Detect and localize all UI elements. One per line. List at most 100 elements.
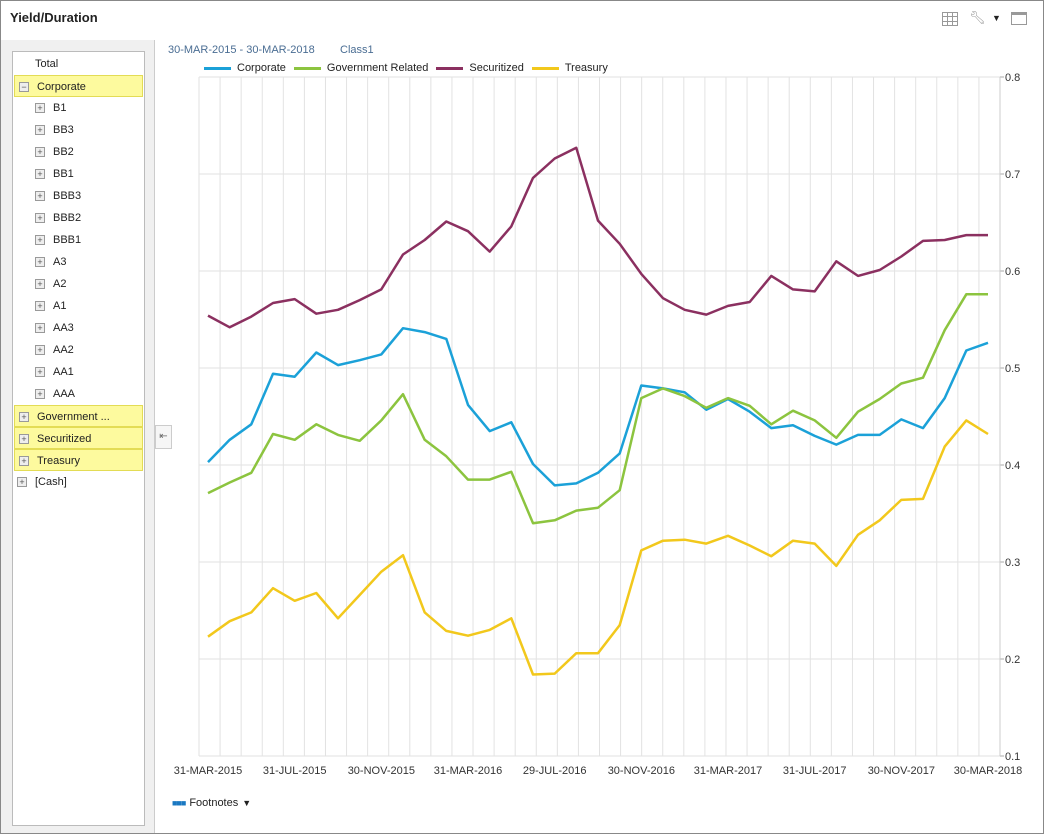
tree-item-aaa[interactable]: + AAA bbox=[13, 383, 144, 405]
legend-swatch bbox=[204, 66, 231, 70]
expand-icon[interactable]: + bbox=[35, 147, 45, 157]
x-tick-label: 30-NOV-2017 bbox=[868, 765, 935, 777]
tree-item-label: BBB2 bbox=[53, 212, 82, 224]
tree-item-label: B1 bbox=[53, 102, 67, 114]
x-tick-label: 31-JUL-2015 bbox=[263, 765, 327, 777]
y-tick-label: 0.5 bbox=[1005, 363, 1020, 375]
expand-icon[interactable]: + bbox=[35, 213, 45, 223]
dots-icon: ■■■ bbox=[172, 798, 186, 808]
expand-icon[interactable]: + bbox=[35, 257, 45, 267]
x-tick-label: 31-MAR-2015 bbox=[174, 765, 242, 777]
tree-item-treasury[interactable]: + Treasury bbox=[14, 449, 143, 471]
tree-item-label: AA1 bbox=[53, 366, 74, 378]
legend-label: Securitized bbox=[469, 62, 524, 74]
tree-item-label: Corporate bbox=[37, 81, 86, 93]
tree-item-total[interactable]: Total bbox=[13, 53, 144, 75]
x-tick-label: 30-NOV-2016 bbox=[608, 765, 675, 777]
x-tick-label: 29-JUL-2016 bbox=[523, 765, 587, 777]
tree-item-label: AA2 bbox=[53, 344, 74, 356]
chart-legend: Corporate Government Related Securitized Tr… bbox=[204, 62, 608, 74]
tree-item-label: A2 bbox=[53, 278, 67, 290]
tree-item-label: A1 bbox=[53, 300, 67, 312]
tree-item-bb2[interactable]: + BB2 bbox=[13, 141, 144, 163]
legend-label: Treasury bbox=[564, 62, 608, 74]
tree-item-government[interactable]: + Government ... bbox=[14, 405, 143, 427]
expand-icon[interactable]: + bbox=[19, 412, 29, 422]
tree-item-label: AAA bbox=[53, 388, 76, 400]
tree-item-securitized[interactable]: + Securitized bbox=[14, 427, 143, 449]
expand-icon[interactable]: + bbox=[35, 345, 45, 355]
legend-swatch bbox=[531, 66, 559, 70]
tree-item-aa2[interactable]: + AA2 bbox=[13, 339, 144, 361]
expand-icon[interactable]: + bbox=[35, 103, 45, 113]
y-tick-label: 0.8 bbox=[1005, 72, 1020, 84]
y-tick-label: 0.4 bbox=[1005, 460, 1020, 472]
expand-icon[interactable]: + bbox=[35, 169, 45, 179]
legend-item[interactable]: Corporate bbox=[204, 62, 286, 74]
expand-icon[interactable]: + bbox=[19, 456, 29, 466]
y-tick-label: 0.3 bbox=[1005, 557, 1020, 569]
tree-item-aa3[interactable]: + AA3 bbox=[13, 317, 144, 339]
tree-item-label: BB1 bbox=[53, 168, 74, 180]
date-range: 30-MAR-2015 - 30-MAR-2018 bbox=[168, 44, 315, 56]
x-tick-label: 31-MAR-2017 bbox=[694, 765, 762, 777]
expand-icon[interactable]: + bbox=[35, 367, 45, 377]
wrench-icon[interactable]: 🔧︎ bbox=[969, 10, 986, 25]
sidebar: Total − Corporate + B1 + BB3 + BB2 + BB1 + BBB3 + BBB2… bbox=[1, 40, 155, 833]
tree-item-bbb3[interactable]: + BBB3 bbox=[13, 185, 144, 207]
series-line-securitized bbox=[207, 146, 988, 329]
legend-item[interactable]: Treasury bbox=[531, 62, 608, 74]
legend-label: Government Related bbox=[326, 62, 429, 74]
expand-icon[interactable]: + bbox=[17, 477, 27, 487]
tree-item-label: Total bbox=[35, 58, 59, 70]
tree-item-label: BBB3 bbox=[53, 190, 82, 202]
expand-icon[interactable]: + bbox=[35, 191, 45, 201]
maximize-icon[interactable] bbox=[1011, 12, 1027, 28]
x-tick-label: 31-JUL-2017 bbox=[783, 765, 847, 777]
tree-item-a3[interactable]: + A3 bbox=[13, 251, 144, 273]
tree-item-label: Government ... bbox=[37, 411, 110, 423]
tree-item-a1[interactable]: + A1 bbox=[13, 295, 144, 317]
tree-item-corporate[interactable]: − Corporate bbox=[14, 75, 143, 97]
class-label: Class1 bbox=[340, 44, 374, 56]
tree-item-bbb1[interactable]: + BBB1 bbox=[13, 229, 144, 251]
tree-item-label: BBB1 bbox=[53, 234, 82, 246]
dropdown-icon[interactable]: ▼ bbox=[992, 13, 1001, 23]
y-tick-label: 0.2 bbox=[1005, 654, 1020, 666]
x-tick-label: 30-NOV-2015 bbox=[348, 765, 415, 777]
tree-item-aa1[interactable]: + AA1 bbox=[13, 361, 144, 383]
tree-view: Total − Corporate + B1 + BB3 + BB2 + BB1 + BBB3 + BBB2… bbox=[12, 51, 145, 826]
collapse-icon[interactable]: − bbox=[19, 82, 29, 92]
grid-icon[interactable] bbox=[942, 12, 958, 29]
expand-icon[interactable]: + bbox=[35, 301, 45, 311]
legend-swatch bbox=[293, 66, 321, 70]
legend-item[interactable]: Securitized bbox=[436, 62, 524, 74]
expand-icon[interactable]: + bbox=[35, 235, 45, 245]
caret-down-icon: ▼ bbox=[242, 798, 252, 808]
panel-title: Yield/Duration bbox=[10, 10, 98, 25]
tree-item-bb1[interactable]: + BB1 bbox=[13, 163, 144, 185]
tree-item-bb3[interactable]: + BB3 bbox=[13, 119, 144, 141]
series-line-corporate bbox=[207, 326, 989, 487]
tree-item-cash[interactable]: + [Cash] bbox=[13, 471, 144, 493]
tree-item-b1[interactable]: + B1 bbox=[13, 97, 144, 119]
expand-icon[interactable]: + bbox=[35, 125, 45, 135]
expand-icon[interactable]: + bbox=[35, 389, 45, 399]
legend-label: Corporate bbox=[237, 62, 286, 74]
expand-icon[interactable]: + bbox=[35, 323, 45, 333]
tree-item-a2[interactable]: + A2 bbox=[13, 273, 144, 295]
footnotes-button[interactable]: ■■■ Footnotes ▼ bbox=[172, 797, 251, 809]
collapse-left-icon[interactable]: ⇤ bbox=[155, 425, 172, 449]
legend-swatch bbox=[436, 66, 464, 70]
y-tick-label: 0.6 bbox=[1005, 266, 1020, 278]
tree-item-label: BB2 bbox=[53, 146, 74, 158]
expand-icon[interactable]: + bbox=[19, 434, 29, 444]
x-tick-label: 30-MAR-2018 bbox=[954, 765, 1022, 777]
tree-item-label: Treasury bbox=[37, 455, 80, 467]
legend-item[interactable]: Government Related bbox=[293, 62, 429, 74]
tree-item-bbb2[interactable]: + BBB2 bbox=[13, 207, 144, 229]
tree-item-label: [Cash] bbox=[35, 476, 67, 488]
expand-icon[interactable]: + bbox=[35, 279, 45, 289]
tree-item-label: AA3 bbox=[53, 322, 74, 334]
